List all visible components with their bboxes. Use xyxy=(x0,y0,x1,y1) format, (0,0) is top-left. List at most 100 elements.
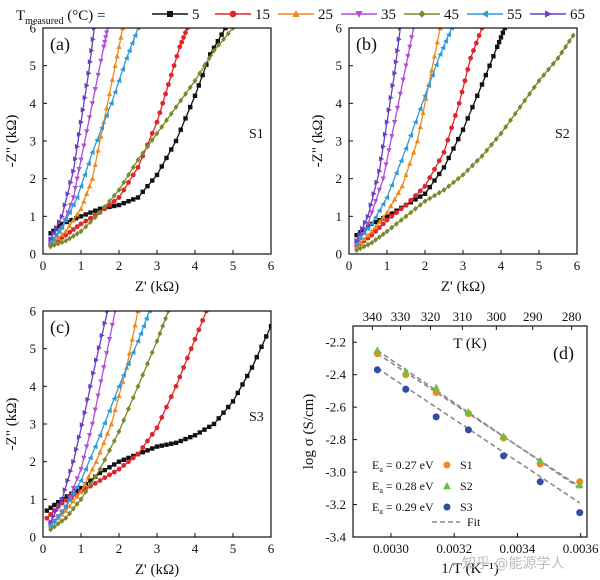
legend-marker-45 xyxy=(418,10,426,18)
point-b-5-35 xyxy=(500,30,506,35)
point-a-15-36 xyxy=(184,28,190,31)
point-b-25-2 xyxy=(361,236,367,242)
point-a-15-23 xyxy=(149,131,155,136)
point-a-25-15 xyxy=(98,133,104,139)
xtick-label-c-2: 2 xyxy=(116,541,123,556)
point-b-45-39 xyxy=(531,84,537,91)
panel-label-a: (a) xyxy=(50,34,70,55)
point-c-55-22 xyxy=(140,323,146,329)
xtick-label-b-1: 1 xyxy=(384,258,391,273)
point-a-35-23 xyxy=(104,30,110,36)
point-a-15-30 xyxy=(171,63,177,69)
point-a-45-12 xyxy=(97,209,103,216)
point-c-25-21 xyxy=(126,350,133,356)
legend-label-35: 35 xyxy=(381,7,396,23)
ytick-label-b-3: 3 xyxy=(336,134,343,149)
point-d-S2-2 xyxy=(432,383,441,391)
point-c-65-7 xyxy=(68,468,74,474)
point-a-15-20 xyxy=(135,164,141,170)
xtick-label-c-0: 0 xyxy=(40,541,47,556)
ea-label-S1: Ea = 0.27 eV xyxy=(372,458,434,474)
xtick-label-b-2: 2 xyxy=(422,258,429,273)
point-c-45-2 xyxy=(55,520,61,527)
legend-marker-5 xyxy=(167,11,173,17)
point-b-45-20 xyxy=(441,187,447,193)
point-c-25-5 xyxy=(66,503,73,509)
point-c-5-2 xyxy=(52,502,57,508)
point-c-15-33 xyxy=(192,336,198,342)
point-c-35-7 xyxy=(74,476,80,482)
point-c-45-14 xyxy=(107,447,112,454)
point-a-15-4 xyxy=(63,232,69,238)
point-b-5-33 xyxy=(496,39,502,45)
point-c-25-11 xyxy=(89,466,96,472)
point-c-5-8 xyxy=(78,485,84,491)
point-a-5-7 xyxy=(74,216,79,221)
point-a-35-18 xyxy=(95,72,101,78)
ytick-label-a-6: 6 xyxy=(30,21,37,36)
point-c-65-3 xyxy=(56,502,63,508)
point-b-15-18 xyxy=(432,166,437,172)
xtick-label-b-4: 4 xyxy=(498,258,505,273)
point-b-5-18 xyxy=(432,178,437,183)
point-a-25-5 xyxy=(66,222,73,228)
point-b-25-11 xyxy=(395,189,402,195)
legend-marker-35 xyxy=(355,11,363,18)
point-b-65-2 xyxy=(360,225,366,232)
point-d-S2-6 xyxy=(575,480,584,489)
point-a-65-13 xyxy=(80,107,86,113)
point-b-45-42 xyxy=(546,66,551,73)
point-b-5-17 xyxy=(427,184,432,190)
point-c-45-27 xyxy=(163,315,168,322)
series-b-5 xyxy=(354,28,507,238)
point-c-65-8 xyxy=(71,459,77,465)
top-xtick-label-d-6: 280 xyxy=(562,309,582,324)
point-b-5-34 xyxy=(498,35,504,40)
point-c-45-8 xyxy=(78,496,84,503)
point-c-65-0 xyxy=(48,519,54,525)
point-c-45-22 xyxy=(145,360,150,367)
point-c-45-24 xyxy=(154,338,160,344)
point-b-25-17 xyxy=(417,124,423,130)
point-a-45-38 xyxy=(221,36,226,43)
point-b-55-6 xyxy=(376,208,382,214)
point-c-5-24 xyxy=(154,444,160,449)
point-c-5-37 xyxy=(216,416,221,421)
point-a-65-18 xyxy=(89,47,95,54)
point-b-65-3 xyxy=(362,219,369,226)
point-c-35-20 xyxy=(113,311,117,314)
point-b-25-3 xyxy=(365,232,371,238)
xlabel-b: Z' (kΩ) xyxy=(441,279,485,295)
point-c-15-19 xyxy=(130,455,136,461)
panel-label-c: (c) xyxy=(50,317,70,338)
point-b-15-4 xyxy=(369,232,375,238)
ytick-label-c-5: 5 xyxy=(30,341,37,356)
point-a-55-3 xyxy=(56,228,62,235)
point-b-45-34 xyxy=(508,117,513,124)
series-line-a-25 xyxy=(50,28,124,246)
point-c-5-18 xyxy=(126,455,131,461)
point-a-55-9 xyxy=(78,183,84,189)
point-b-65-4 xyxy=(365,213,371,219)
point-b-55-13 xyxy=(407,132,413,138)
panel-c: 0 1 2 3 4 5 6 0 1 2 3 4 5 6 Z' (kΩ) -Z" (kΩ) (c) S3 xyxy=(4,304,275,579)
point-c-55-24 xyxy=(146,311,152,314)
point-c-55-12 xyxy=(97,432,103,438)
point-a-45-10 xyxy=(88,219,93,225)
point-a-45-18 xyxy=(126,172,131,178)
point-a-45-34 xyxy=(202,62,207,69)
point-a-45-24 xyxy=(154,130,160,137)
point-a-55-4 xyxy=(59,224,65,231)
point-b-5-9 xyxy=(389,211,394,216)
point-a-45-40 xyxy=(230,28,236,31)
point-b-35-11 xyxy=(389,134,395,140)
point-a-15-17 xyxy=(121,187,127,193)
point-a-15-29 xyxy=(168,72,174,78)
point-b-45-28 xyxy=(479,153,485,159)
point-a-45-31 xyxy=(187,84,193,91)
point-c-15-31 xyxy=(184,355,190,361)
point-b-55-21 xyxy=(440,45,446,51)
point-a-25-12 xyxy=(89,175,96,181)
fit-line-1 xyxy=(376,349,581,489)
point-a-5-24 xyxy=(154,172,160,178)
